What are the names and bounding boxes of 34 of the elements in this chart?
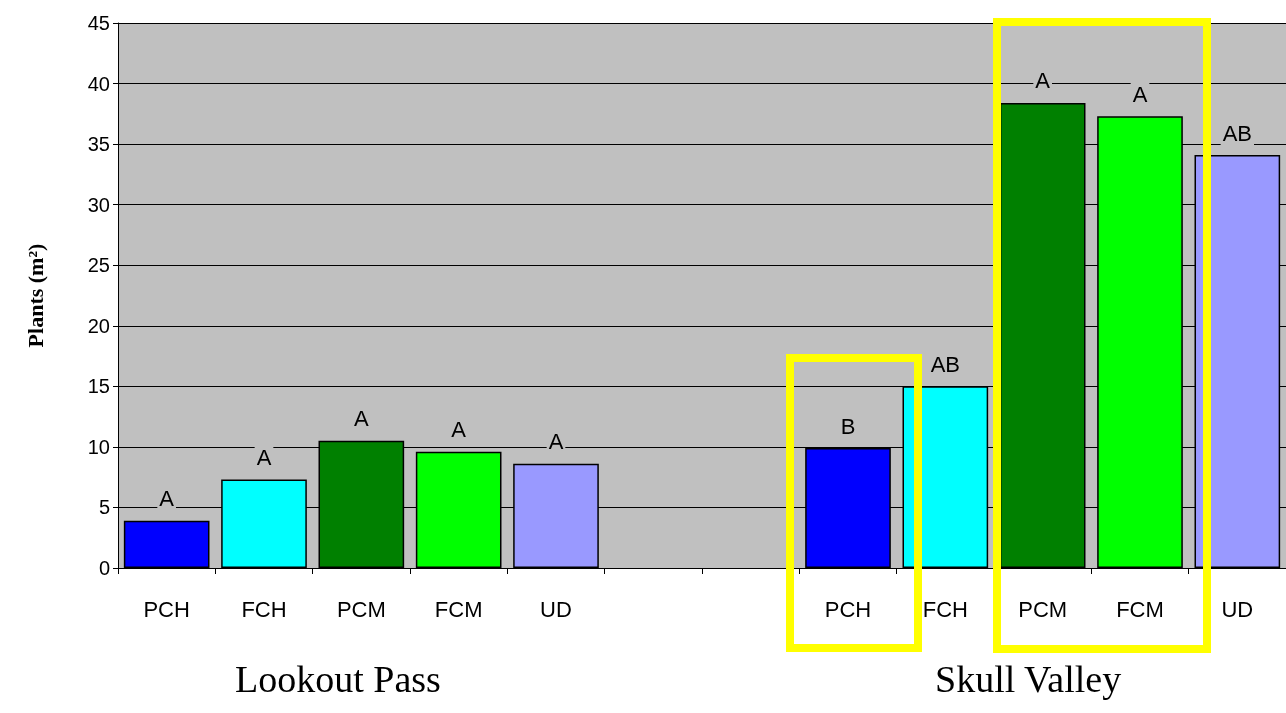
x-tick-label: FCH xyxy=(922,596,968,622)
x-tick-label: UD xyxy=(1221,596,1254,622)
y-tick-label: 0 xyxy=(98,557,110,579)
data-label: AB xyxy=(1222,120,1253,146)
y-tick-label: 35 xyxy=(87,133,110,156)
x-tick-label: PCH xyxy=(824,596,872,622)
data-label: A xyxy=(1035,68,1051,94)
y-axis-title: Plants (m²) xyxy=(22,243,48,348)
y-tick-label: 40 xyxy=(87,72,110,95)
y-tick-label: 45 xyxy=(87,12,110,34)
data-label: A xyxy=(451,417,467,443)
y-tick-label: 30 xyxy=(87,193,110,216)
data-label: AB xyxy=(930,351,961,377)
text: Lookout Pass xyxy=(235,658,441,700)
data-label: A xyxy=(548,429,564,455)
x-tick-label: PCM xyxy=(336,596,386,622)
bar xyxy=(123,520,210,568)
y-tick-label: 5 xyxy=(98,496,110,519)
x-tick-label: PCM xyxy=(1018,596,1068,622)
x-tick-label: UD xyxy=(540,596,572,622)
y-tick-label: 25 xyxy=(87,254,110,277)
data-label: A xyxy=(256,445,272,471)
x-tick-label: PCH xyxy=(143,596,190,622)
y-tick-label: 15 xyxy=(87,375,110,398)
data-label: A xyxy=(1132,81,1148,107)
data-label: A xyxy=(159,486,175,512)
data-label: B xyxy=(840,413,856,439)
y-tick-label: 10 xyxy=(87,435,110,458)
y-tick-label: 20 xyxy=(87,314,110,337)
x-tick-label: FCH xyxy=(241,596,287,622)
x-tick-label: FCM xyxy=(1116,596,1164,622)
text: Skull Valley xyxy=(935,658,1122,700)
x-tick-label: FCM xyxy=(434,596,483,622)
data-label: A xyxy=(353,406,369,432)
